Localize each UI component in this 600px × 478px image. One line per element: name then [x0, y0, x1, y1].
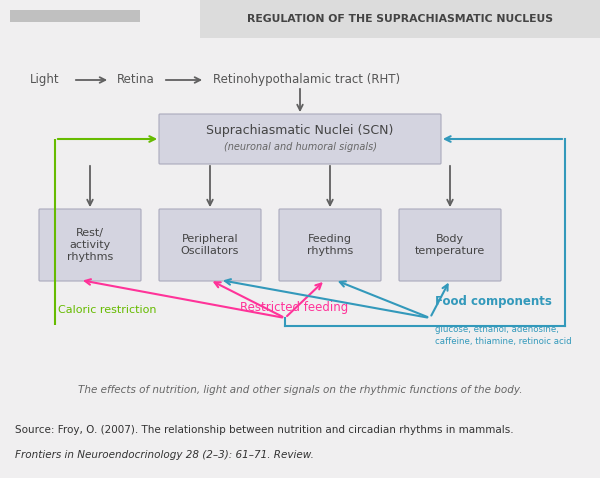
Text: Caloric restriction: Caloric restriction — [58, 305, 157, 315]
Text: REGULATION OF THE SUPRACHIASMATIC NUCLEUS: REGULATION OF THE SUPRACHIASMATIC NUCLEU… — [247, 14, 553, 24]
Text: Light: Light — [30, 74, 59, 87]
Text: Body
temperature: Body temperature — [415, 234, 485, 256]
Text: Source: Froy, O. (2007). The relationship between nutrition and circadian rhythm: Source: Froy, O. (2007). The relationshi… — [15, 425, 514, 435]
FancyBboxPatch shape — [39, 209, 141, 281]
FancyBboxPatch shape — [10, 10, 140, 22]
FancyBboxPatch shape — [159, 209, 261, 281]
Text: Suprachiasmatic Nuclei (SCN): Suprachiasmatic Nuclei (SCN) — [206, 124, 394, 138]
Text: (neuronal and humoral signals): (neuronal and humoral signals) — [223, 142, 377, 152]
Text: Peripheral
Oscillators: Peripheral Oscillators — [181, 234, 239, 256]
Text: Feeding
rhythms: Feeding rhythms — [307, 234, 353, 256]
Text: Frontiers in Neuroendocrinology 28 (2–3): 61–71. Review.: Frontiers in Neuroendocrinology 28 (2–3)… — [15, 450, 314, 460]
FancyBboxPatch shape — [159, 114, 441, 164]
Text: Retina: Retina — [117, 74, 155, 87]
Text: Food components: Food components — [435, 295, 552, 308]
Text: Restricted feeding: Restricted feeding — [240, 302, 348, 315]
Text: Rest/
activity
rhythms: Rest/ activity rhythms — [67, 228, 113, 261]
Text: Retinohypothalamic tract (RHT): Retinohypothalamic tract (RHT) — [213, 74, 400, 87]
FancyBboxPatch shape — [200, 0, 600, 38]
FancyBboxPatch shape — [279, 209, 381, 281]
FancyBboxPatch shape — [399, 209, 501, 281]
Text: The effects of nutrition, light and other signals on the rhythmic functions of t: The effects of nutrition, light and othe… — [78, 385, 522, 395]
Text: glucose, ethanol, adenosine,
caffeine, thiamine, retinoic acid: glucose, ethanol, adenosine, caffeine, t… — [435, 325, 572, 346]
